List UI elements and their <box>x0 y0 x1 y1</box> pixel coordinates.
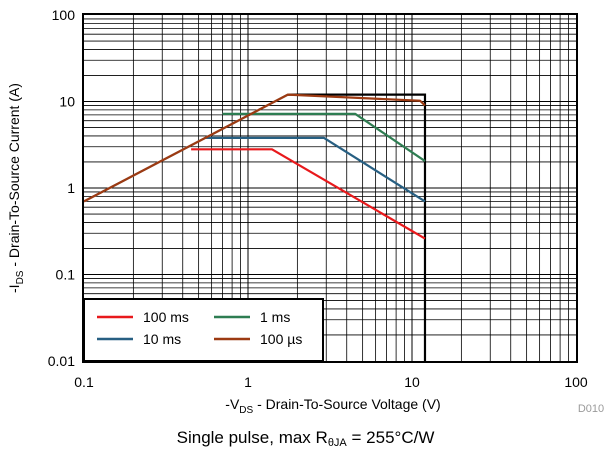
series-line-3 <box>83 93 426 203</box>
boundary-line <box>287 93 427 361</box>
y-tick-labels: 0.01 0.1 1 10 100 <box>48 7 75 369</box>
legend-label: 1 ms <box>260 309 290 325</box>
grid-lines <box>84 15 576 361</box>
figure-id: D010 <box>578 403 604 415</box>
chart-caption: Single pulse, max RθJA = 255°C/W <box>176 428 435 449</box>
x-tick-label: 0.1 <box>74 374 94 390</box>
plot-frame <box>82 13 578 363</box>
legend-label: 10 ms <box>143 331 181 347</box>
series-line-1 <box>222 112 426 162</box>
series-lines <box>83 93 426 240</box>
x-tick-label: 100 <box>564 374 588 390</box>
legend-box <box>83 298 324 362</box>
legend-label: 100 ms <box>143 309 189 325</box>
x-tick-label: 1 <box>244 374 252 390</box>
y-tick-label: 0.01 <box>48 353 75 369</box>
soa-chart: 100 ms 1 ms 10 ms 100 µs 0.1 1 10 100 0.01 0.1 1… <box>6 7 604 416</box>
legend: 100 ms 1 ms 10 ms 100 µs <box>83 298 324 362</box>
y-tick-label: 0.1 <box>56 267 76 283</box>
legend-label: 100 µs <box>260 331 302 347</box>
series-line-2 <box>205 136 426 203</box>
y-tick-label: 1 <box>67 180 75 196</box>
x-tick-label: 10 <box>404 374 420 390</box>
y-tick-label: 10 <box>59 94 75 110</box>
y-axis-title: -IDS - Drain-To-Source Current (A) <box>6 83 26 293</box>
x-axis-title: -VDS - Drain-To-Source Voltage (V) <box>225 396 440 416</box>
series-line-0 <box>191 148 426 240</box>
y-tick-label: 100 <box>52 7 76 23</box>
x-tick-labels: 0.1 1 10 100 <box>74 374 588 390</box>
